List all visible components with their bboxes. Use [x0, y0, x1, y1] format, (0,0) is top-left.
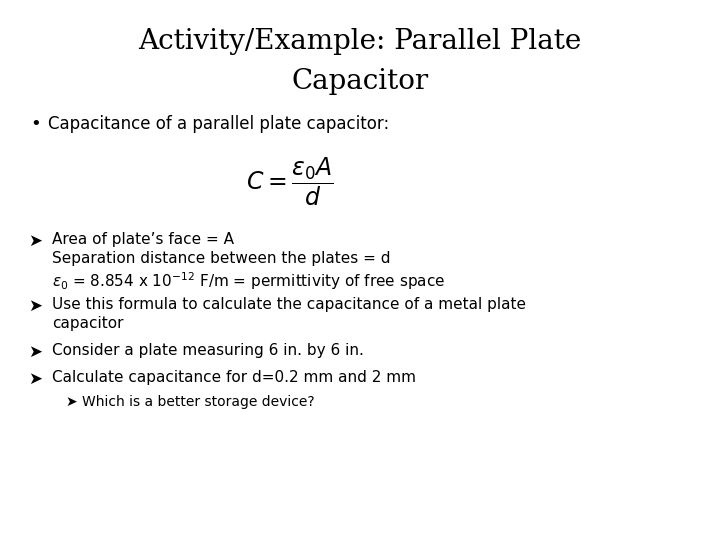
Text: Activity/Example: Parallel Plate: Activity/Example: Parallel Plate — [138, 28, 582, 55]
Text: ➤: ➤ — [28, 297, 42, 315]
Text: $\varepsilon_0$ = 8.854 x 10$^{-12}$ F/m = permittivity of free space: $\varepsilon_0$ = 8.854 x 10$^{-12}$ F/m… — [52, 270, 445, 292]
Text: ➤: ➤ — [28, 370, 42, 388]
Text: ➤: ➤ — [28, 232, 42, 250]
Text: ➤: ➤ — [65, 395, 76, 409]
Text: Consider a plate measuring 6 in. by 6 in.: Consider a plate measuring 6 in. by 6 in… — [52, 343, 364, 358]
Text: Separation distance between the plates = d: Separation distance between the plates =… — [52, 251, 390, 266]
Text: Use this formula to calculate the capacitance of a metal plate: Use this formula to calculate the capaci… — [52, 297, 526, 312]
Text: capacitor: capacitor — [52, 316, 124, 331]
Text: $C = \dfrac{\varepsilon_0 A}{d}$: $C = \dfrac{\varepsilon_0 A}{d}$ — [246, 155, 334, 207]
Text: Which is a better storage device?: Which is a better storage device? — [82, 395, 315, 409]
Text: Capacitor: Capacitor — [292, 68, 428, 95]
Text: ➤: ➤ — [28, 343, 42, 361]
Text: •: • — [30, 115, 41, 133]
Text: Area of plate’s face = A: Area of plate’s face = A — [52, 232, 234, 247]
Text: Capacitance of a parallel plate capacitor:: Capacitance of a parallel plate capacito… — [48, 115, 390, 133]
Text: Calculate capacitance for d=0.2 mm and 2 mm: Calculate capacitance for d=0.2 mm and 2… — [52, 370, 416, 385]
